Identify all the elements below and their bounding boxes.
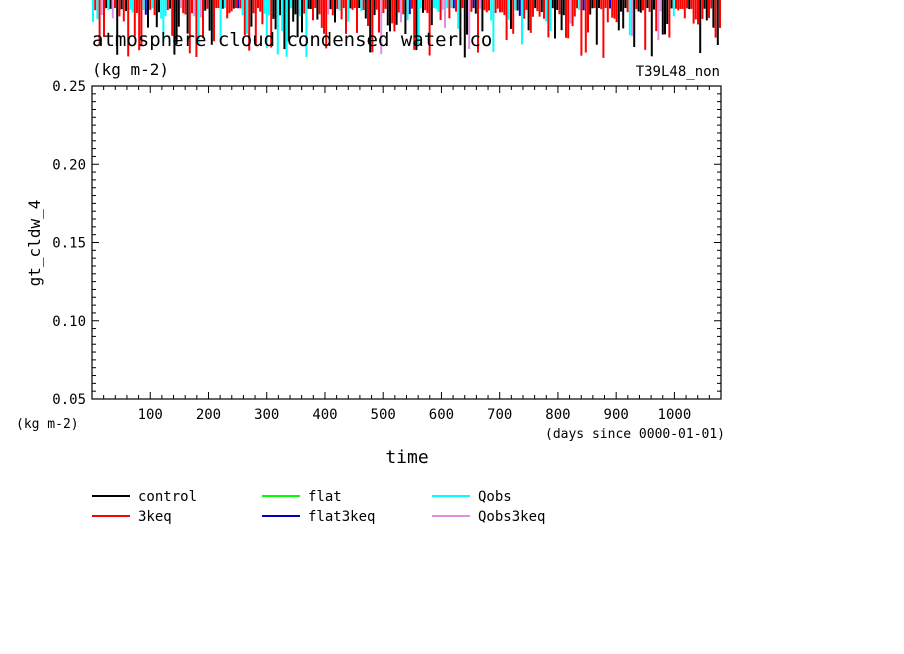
- x-axis-label: time: [385, 447, 428, 468]
- legend-label-3keq: 3keq: [138, 509, 172, 525]
- x-tick-label: 900: [604, 407, 629, 423]
- x-tick-label: 700: [487, 407, 512, 423]
- overflow-data-spikes: [92, 0, 721, 58]
- legend-label-flat: flat: [308, 489, 342, 505]
- legend-label-Qobs3keq: Qobs3keq: [478, 509, 545, 525]
- y-tick-label: 0.15: [52, 236, 86, 252]
- y-axis-ticks: 0.05 0.10 0.15 0.20 0.25: [52, 79, 721, 408]
- x-tick-label: 100: [138, 407, 163, 423]
- y-tick-label: 0.25: [52, 79, 86, 95]
- legend: control 3keq flat flat3keq Qobs Qobs3keq: [92, 489, 545, 525]
- x-tick-label: 200: [196, 407, 221, 423]
- plot-frame: [91, 85, 722, 400]
- x-tick-label: 500: [371, 407, 396, 423]
- title-units: (kg m-2): [92, 60, 169, 79]
- y-axis-units: (kg m-2): [16, 417, 79, 432]
- y-tick-label: 0.05: [52, 392, 86, 408]
- y-axis-label: gt_cldw_4: [25, 200, 44, 287]
- x-tick-label: 800: [545, 407, 570, 423]
- x-tick-label: 400: [312, 407, 337, 423]
- x-tick-label: 300: [254, 407, 279, 423]
- y-tick-label: 0.20: [52, 157, 86, 173]
- legend-label-Qobs: Qobs: [478, 489, 512, 505]
- chart-title: atmosphere cloud condensed water co: [92, 29, 492, 51]
- x-axis-units: (days since 0000-01-01): [545, 427, 725, 442]
- legend-label-control: control: [138, 489, 197, 505]
- legend-label-flat3keq: flat3keq: [308, 509, 375, 525]
- run-label: T39L48_non: [636, 64, 720, 80]
- x-tick-label: 1000: [658, 407, 692, 423]
- x-tick-label: 600: [429, 407, 454, 423]
- x-axis-ticks: 100 200 300 400 500 600 700 800 900 1000: [103, 86, 710, 423]
- y-tick-label: 0.10: [52, 314, 86, 330]
